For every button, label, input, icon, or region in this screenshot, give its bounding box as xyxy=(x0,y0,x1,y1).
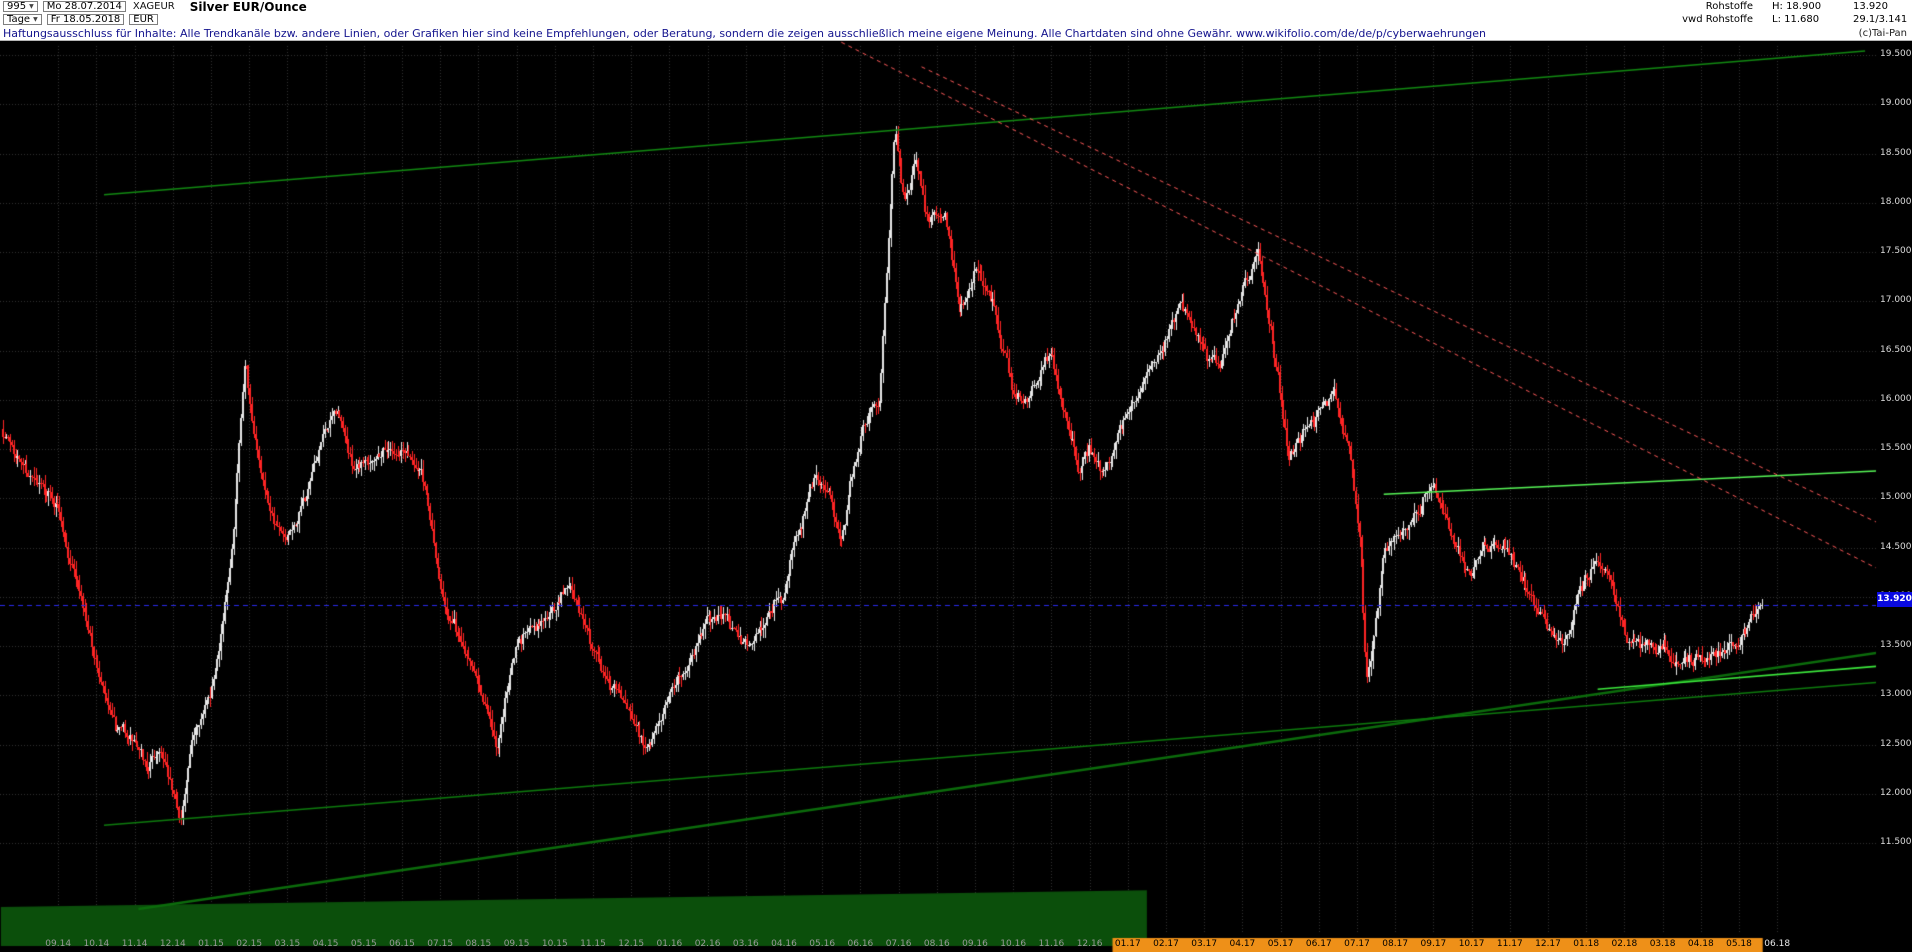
bars-count-select[interactable]: 995 ▼ xyxy=(3,1,38,12)
period-high-label: H: 18.900 xyxy=(1772,1,1822,12)
currency-field[interactable]: EUR xyxy=(129,14,158,25)
symbol-label: XAGEUR xyxy=(132,1,175,12)
last-price-header-value: 13.920 xyxy=(1853,1,1888,12)
bars-count-value: 995 xyxy=(7,0,27,12)
chevron-down-icon: ▼ xyxy=(29,2,34,10)
last-date-field[interactable]: Fr 18.05.2018 xyxy=(46,13,125,25)
chevron-down-icon: ▼ xyxy=(33,15,38,23)
extra-value-label: 29.1/3.141 xyxy=(1853,14,1908,25)
first-date-field[interactable]: Mo 28.07.2014 xyxy=(42,0,126,12)
first-date-value: Mo 28.07.2014 xyxy=(46,0,122,12)
disclaimer-row: Haftungsausschluss für Inhalte: Alle Tre… xyxy=(0,26,1912,41)
currency-value: EUR xyxy=(133,13,154,25)
header-row-1: 995 ▼ Mo 28.07.2014 XAGEUR Silver EUR/Ou… xyxy=(0,0,1912,14)
header-row-2: Tage ▼ Fr 18.05.2018 EUR vwd Rohstoffe L… xyxy=(0,13,1912,26)
page-title: Silver EUR/Ounce xyxy=(189,0,307,14)
chart-header: 995 ▼ Mo 28.07.2014 XAGEUR Silver EUR/Ou… xyxy=(0,0,1912,41)
category-label: Rohstoffe xyxy=(1705,1,1753,12)
timeframe-value: Tage xyxy=(7,13,31,25)
last-price-tag: 13.920 xyxy=(1877,591,1912,607)
copyright-label: (c)Tai-Pan xyxy=(1858,28,1907,39)
period-low-label: L: 11.680 xyxy=(1772,14,1820,25)
feed-label: vwd Rohstoffe xyxy=(1682,14,1753,25)
timeframe-select[interactable]: Tage ▼ xyxy=(3,14,42,25)
disclaimer-text: Haftungsausschluss für Inhalte: Alle Tre… xyxy=(3,27,1487,40)
last-date-value: Fr 18.05.2018 xyxy=(50,13,121,25)
